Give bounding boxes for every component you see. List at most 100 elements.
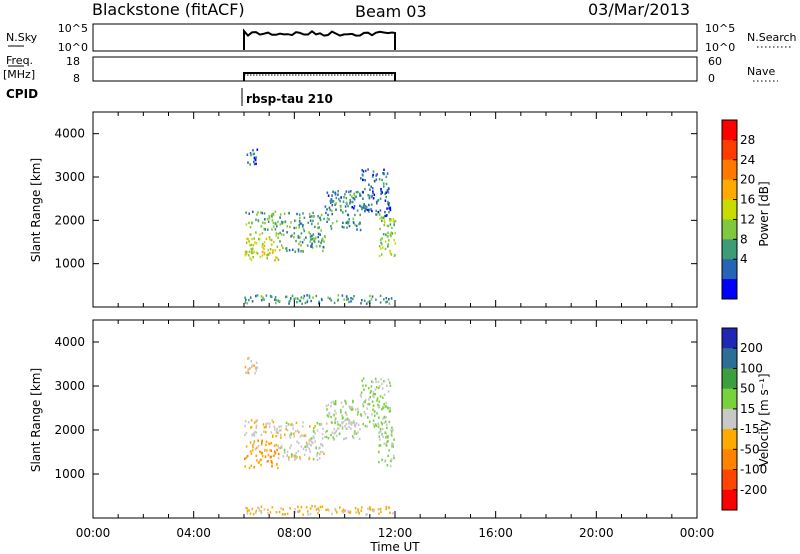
data-cell [363,388,365,391]
data-cell [323,217,325,221]
data-cell [250,464,253,467]
data-cell [372,408,374,411]
data-cell [372,191,374,194]
data-cell [273,450,276,453]
data-cell [377,380,380,383]
data-cell [379,217,381,220]
data-cell [362,377,365,380]
data-cell [255,426,258,430]
data-cell [369,301,371,304]
data-cell [357,508,359,511]
velocity-x-ticks [92,320,698,518]
data-cell [255,366,257,370]
colorbar-frame [721,119,738,300]
data-cell [271,251,274,254]
data-cell [261,243,264,246]
data-cell [366,513,368,516]
data-cell [297,234,300,238]
data-cell [381,191,383,194]
data-cell [281,222,283,225]
data-cell [263,212,266,215]
data-cell [358,512,360,515]
data-cell [367,208,369,212]
data-cell [249,244,251,247]
data-cell [303,238,306,241]
data-cell [333,427,336,431]
data-cell [372,380,374,384]
data-cell [245,298,247,302]
data-cell [352,197,355,200]
data-cell [252,446,254,449]
data-cell [317,240,320,243]
data-cell [245,431,248,435]
data-cell [245,250,248,253]
y-tick-label: 2000 [54,423,85,437]
data-cell [389,459,392,462]
data-cell [251,237,253,241]
data-cell [374,393,376,396]
data-cell [353,204,356,208]
data-cell [309,215,311,218]
data-cell [346,298,348,301]
data-cell [334,431,337,434]
data-cell [267,249,269,252]
data-cell [305,506,308,509]
data-cell [270,295,273,299]
data-cell [373,410,376,413]
data-cell [387,454,389,458]
data-cell [269,248,272,251]
data-cell [371,187,374,190]
data-cell [280,433,282,437]
data-cell [255,156,258,159]
data-cell [276,225,278,228]
data-cell [344,419,346,422]
data-cell [386,426,388,430]
data-cell [361,169,363,172]
data-cell [246,153,249,156]
data-cell [263,298,265,301]
data-cell [380,247,382,250]
data-cell [351,195,353,198]
data-cell [278,446,280,450]
data-cell [368,196,371,200]
data-cell [330,401,333,404]
data-cell [365,384,367,387]
data-cell [274,298,276,301]
nsky-tick-bottom: 10^0 [58,41,88,54]
data-cell [306,299,309,302]
data-cell [255,231,257,234]
data-cell [289,299,291,302]
data-cell [264,430,267,434]
data-cell [379,197,382,200]
data-cell [345,190,348,193]
data-cell [356,228,358,231]
data-cell [354,424,357,427]
data-cell [271,215,273,218]
data-cell [386,434,388,438]
data-cell [371,295,374,298]
power-y-label: Slant Range [km] [29,158,43,262]
data-cell [355,511,357,514]
data-cell [340,205,342,208]
data-cell [377,405,380,409]
data-cell [311,237,313,241]
data-cell [392,445,394,448]
data-cell [379,395,382,398]
data-cell [372,404,375,407]
data-cell [263,508,266,511]
data-cell [296,510,299,513]
data-cell [382,406,384,409]
data-cell [264,221,266,225]
data-cell [251,300,254,303]
data-cell [385,195,387,199]
data-cell [352,217,355,220]
data-cell [376,399,378,402]
nsearch-label: N.Search [747,31,797,44]
data-cell [289,507,291,510]
data-cell [327,213,329,217]
data-cell [353,432,356,435]
data-cell [303,453,306,456]
data-cell [386,300,388,303]
data-cell [318,300,320,303]
data-cell [271,213,273,216]
